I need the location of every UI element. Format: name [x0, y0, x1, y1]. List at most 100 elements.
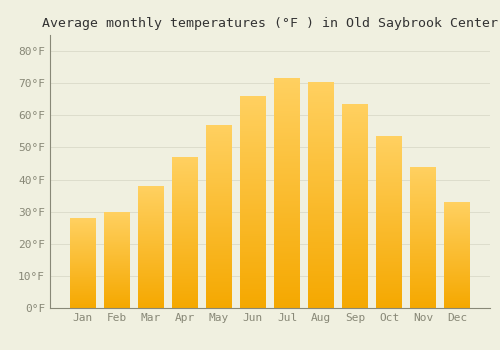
- Bar: [138, 248, 164, 249]
- Bar: [308, 245, 334, 246]
- Bar: [240, 255, 266, 256]
- Bar: [342, 139, 368, 140]
- Bar: [206, 238, 232, 239]
- Bar: [444, 208, 470, 209]
- Bar: [342, 222, 368, 223]
- Bar: [172, 158, 198, 159]
- Bar: [376, 240, 402, 241]
- Bar: [342, 116, 368, 117]
- Bar: [308, 299, 334, 300]
- Bar: [172, 271, 198, 272]
- Bar: [172, 197, 198, 198]
- Bar: [138, 226, 164, 227]
- Bar: [274, 232, 300, 233]
- Bar: [376, 208, 402, 209]
- Bar: [410, 288, 436, 289]
- Bar: [70, 271, 96, 272]
- Bar: [308, 276, 334, 278]
- Bar: [342, 105, 368, 106]
- Bar: [308, 279, 334, 280]
- Bar: [444, 230, 470, 231]
- Bar: [342, 194, 368, 195]
- Bar: [172, 304, 198, 305]
- Bar: [376, 210, 402, 211]
- Bar: [376, 136, 402, 137]
- Bar: [444, 272, 470, 273]
- Bar: [376, 179, 402, 180]
- Bar: [274, 207, 300, 208]
- Bar: [410, 217, 436, 218]
- Bar: [70, 254, 96, 255]
- Bar: [274, 123, 300, 124]
- Bar: [172, 227, 198, 228]
- Bar: [138, 204, 164, 205]
- Bar: [70, 307, 96, 308]
- Bar: [274, 175, 300, 176]
- Bar: [308, 127, 334, 128]
- Bar: [104, 278, 130, 279]
- Bar: [240, 226, 266, 228]
- Bar: [342, 148, 368, 149]
- Bar: [376, 300, 402, 301]
- Bar: [410, 219, 436, 220]
- Bar: [172, 208, 198, 209]
- Bar: [342, 250, 368, 251]
- Bar: [240, 214, 266, 215]
- Bar: [376, 279, 402, 280]
- Bar: [104, 277, 130, 278]
- Bar: [104, 287, 130, 288]
- Bar: [376, 194, 402, 195]
- Bar: [342, 269, 368, 270]
- Bar: [376, 228, 402, 229]
- Bar: [274, 210, 300, 211]
- Bar: [274, 130, 300, 131]
- Bar: [410, 307, 436, 308]
- Bar: [240, 141, 266, 142]
- Bar: [206, 272, 232, 273]
- Bar: [172, 220, 198, 221]
- Bar: [342, 232, 368, 233]
- Bar: [172, 203, 198, 204]
- Bar: [274, 243, 300, 244]
- Bar: [376, 263, 402, 264]
- Bar: [172, 248, 198, 249]
- Bar: [376, 303, 402, 304]
- Bar: [274, 276, 300, 277]
- Bar: [104, 263, 130, 264]
- Bar: [444, 298, 470, 299]
- Bar: [342, 197, 368, 198]
- Bar: [444, 305, 470, 306]
- Bar: [376, 223, 402, 224]
- Bar: [274, 203, 300, 205]
- Bar: [104, 292, 130, 293]
- Bar: [104, 241, 130, 242]
- Bar: [172, 184, 198, 185]
- Bar: [410, 267, 436, 268]
- Bar: [206, 231, 232, 232]
- Bar: [444, 237, 470, 238]
- Bar: [308, 148, 334, 149]
- Bar: [342, 270, 368, 271]
- Bar: [274, 151, 300, 152]
- Bar: [308, 231, 334, 232]
- Bar: [70, 299, 96, 300]
- Bar: [342, 281, 368, 282]
- Bar: [206, 292, 232, 293]
- Bar: [308, 297, 334, 298]
- Bar: [240, 292, 266, 293]
- Bar: [376, 199, 402, 200]
- Bar: [342, 108, 368, 109]
- Bar: [342, 262, 368, 263]
- Bar: [342, 178, 368, 180]
- Bar: [308, 218, 334, 220]
- Bar: [342, 251, 368, 252]
- Bar: [104, 245, 130, 246]
- Bar: [104, 218, 130, 219]
- Bar: [104, 237, 130, 238]
- Bar: [206, 258, 232, 259]
- Bar: [376, 182, 402, 183]
- Bar: [444, 207, 470, 208]
- Bar: [274, 284, 300, 285]
- Bar: [172, 212, 198, 213]
- Bar: [138, 296, 164, 297]
